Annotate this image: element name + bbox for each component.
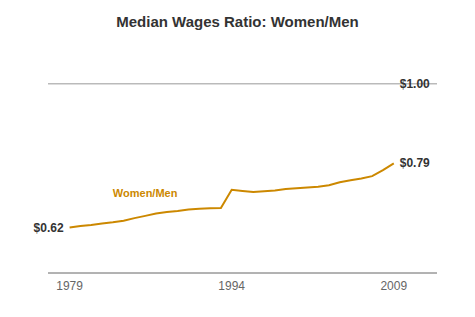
svg-text:$1.00: $1.00: [400, 77, 430, 91]
svg-text:1994: 1994: [218, 279, 245, 293]
svg-text:$0.62: $0.62: [34, 221, 64, 235]
svg-text:Women/Men: Women/Men: [113, 187, 178, 199]
svg-text:$0.79: $0.79: [400, 156, 430, 170]
svg-text:1979: 1979: [56, 279, 83, 293]
html-text:Median Wages Ratio: Women/Men: Median Wages Ratio: Women/Men: [116, 13, 359, 30]
svg-text:2009: 2009: [380, 279, 407, 293]
